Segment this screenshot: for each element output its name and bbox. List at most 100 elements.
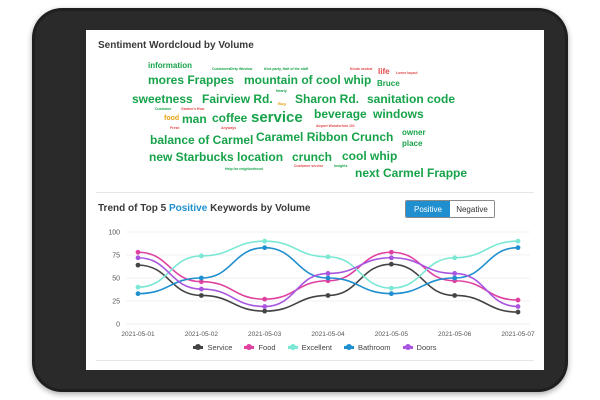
dashboard-screen: Sentiment Wordcloud by Volume informatio… bbox=[86, 30, 544, 370]
data-point-food bbox=[135, 249, 141, 255]
data-point-bathroom bbox=[515, 245, 521, 251]
wordcloud-word: next Carmel Frappe bbox=[355, 166, 468, 180]
legend-swatch bbox=[244, 344, 255, 350]
trend-title-suffix: Keywords by Volume bbox=[210, 203, 311, 214]
data-point-bathroom bbox=[262, 245, 268, 251]
data-point-doors bbox=[515, 304, 521, 309]
x-tick-label: 2021-05-03 bbox=[248, 331, 282, 338]
wordcloud-word: new Starbucks location bbox=[149, 150, 284, 164]
data-point-service bbox=[325, 293, 331, 298]
data-point-bathroom bbox=[198, 275, 204, 281]
wordcloud-word: Caramel Ribbon Crunch bbox=[256, 130, 394, 144]
wordcloud-word: Anyways bbox=[221, 126, 237, 130]
legend-swatch bbox=[402, 344, 413, 350]
wordcloud-word: balance of Carmel bbox=[150, 133, 254, 147]
trend-line-chart: 0 25 50 75 100 2021-05-01 2021-05-02 2021-05-03… bbox=[108, 230, 535, 339]
legend-item-food[interactable]: Food bbox=[244, 343, 276, 352]
wordcloud-word: coffee bbox=[212, 111, 248, 125]
panel-divider bbox=[96, 192, 534, 193]
bottom-divider bbox=[96, 360, 534, 361]
wordcloud-word: Fresh bbox=[170, 126, 180, 130]
legend-item-doors[interactable]: Doors bbox=[402, 343, 437, 352]
data-point-service bbox=[135, 262, 141, 268]
wordcloud-word: man bbox=[182, 112, 207, 126]
wordcloud-word: sanitation code bbox=[367, 92, 456, 106]
negative-toggle-button[interactable]: Negative bbox=[450, 201, 494, 217]
wordcloud-word: Sharon Rd. bbox=[295, 92, 360, 106]
wordcloud-word: Dirty Window bbox=[230, 67, 253, 71]
x-tick-label: 2021-05-02 bbox=[185, 331, 219, 338]
wordcloud-word: Garden's Row bbox=[181, 107, 205, 111]
legend-label: Doors bbox=[416, 343, 437, 352]
x-tick-label: 2021-05-06 bbox=[438, 331, 472, 338]
legend-item-excellent[interactable]: Excellent bbox=[287, 343, 332, 352]
wordcloud-word: beverage bbox=[314, 107, 367, 121]
data-point-service bbox=[515, 309, 521, 315]
data-point-bathroom bbox=[135, 291, 141, 297]
legend-swatch bbox=[193, 344, 204, 350]
wordcloud-word: windows bbox=[373, 107, 424, 121]
wordcloud-word: Customer bbox=[155, 107, 172, 111]
legend-label: Service bbox=[207, 343, 233, 352]
wordcloud-word: Kinda neutral bbox=[350, 67, 373, 71]
wordcloud-word: Insights bbox=[334, 164, 348, 168]
wordcloud-word: service bbox=[251, 109, 303, 126]
data-point-service bbox=[388, 261, 394, 267]
data-point-excellent bbox=[135, 284, 141, 290]
wordcloud-word: mores Frappes bbox=[148, 73, 235, 87]
data-point-excellent bbox=[262, 238, 268, 244]
x-tick-label: 2021-05-07 bbox=[501, 331, 535, 338]
legend-swatch bbox=[344, 344, 354, 350]
y-tick-label: 100 bbox=[108, 230, 120, 237]
wordcloud-title: Sentiment Wordcloud by Volume bbox=[98, 40, 254, 51]
wordcloud-word: Bug bbox=[278, 101, 286, 106]
data-point-excellent bbox=[452, 255, 458, 261]
wordcloud-word: owner bbox=[402, 128, 426, 137]
wordcloud-word: Bruce bbox=[377, 79, 400, 88]
y-tick-label: 50 bbox=[112, 276, 120, 283]
trend-title-prefix: Trend of Top 5 bbox=[98, 203, 167, 214]
data-point-doors bbox=[388, 255, 394, 261]
data-point-excellent bbox=[198, 253, 204, 259]
x-tick-label: 2021-05-01 bbox=[121, 331, 155, 338]
wordcloud-word: information bbox=[148, 61, 192, 70]
wordcloud-word: cool whip bbox=[342, 149, 398, 163]
wordcloud-word: Airport Wonderfuln 101 bbox=[316, 124, 355, 128]
y-tick-label: 0 bbox=[116, 322, 120, 329]
x-tick-label: 2021-05-05 bbox=[375, 331, 409, 338]
legend-item-bathroom[interactable]: Bathroom bbox=[344, 343, 391, 352]
data-point-service bbox=[198, 293, 204, 298]
data-point-food bbox=[388, 249, 394, 255]
wordcloud-word: sweetness bbox=[132, 92, 193, 106]
legend-swatch bbox=[287, 344, 298, 350]
data-point-doors bbox=[135, 255, 141, 261]
data-point-excellent bbox=[325, 254, 331, 260]
data-point-food bbox=[515, 297, 521, 303]
x-tick-label: 2021-05-04 bbox=[311, 331, 345, 338]
data-point-bathroom bbox=[325, 275, 331, 281]
wordcloud-word: crunch bbox=[292, 150, 333, 164]
legend-item-service[interactable]: Service bbox=[193, 343, 232, 352]
data-point-doors bbox=[325, 271, 331, 276]
wordcloud-word: place bbox=[402, 139, 423, 148]
wordcloud-word: mountain of cool whip bbox=[244, 73, 372, 87]
wordcloud-word: Help for neighborhood bbox=[225, 167, 263, 171]
data-point-bathroom bbox=[452, 275, 458, 281]
data-point-service bbox=[262, 308, 268, 314]
data-point-bathroom bbox=[388, 291, 394, 297]
wordcloud-word: Nearly bbox=[276, 89, 287, 93]
positive-toggle-button[interactable]: Positive bbox=[406, 201, 450, 217]
legend-label: Food bbox=[258, 343, 276, 352]
data-point-service bbox=[452, 293, 458, 298]
data-point-doors bbox=[452, 271, 458, 276]
data-point-excellent bbox=[388, 285, 394, 291]
data-point-food bbox=[262, 296, 268, 302]
data-point-doors bbox=[198, 286, 204, 292]
sentiment-toggle[interactable]: Positive Negative bbox=[405, 200, 495, 218]
wordcloud-word: Lower layout bbox=[396, 71, 418, 75]
wordcloud-word: Customers bbox=[212, 67, 231, 71]
y-tick-label: 25 bbox=[112, 299, 120, 306]
wordcloud-word: Fairview Rd. bbox=[202, 92, 273, 106]
wordcloud-word: Kick party, Half of the staff bbox=[264, 67, 309, 71]
wordcloud-word: life bbox=[378, 67, 390, 76]
